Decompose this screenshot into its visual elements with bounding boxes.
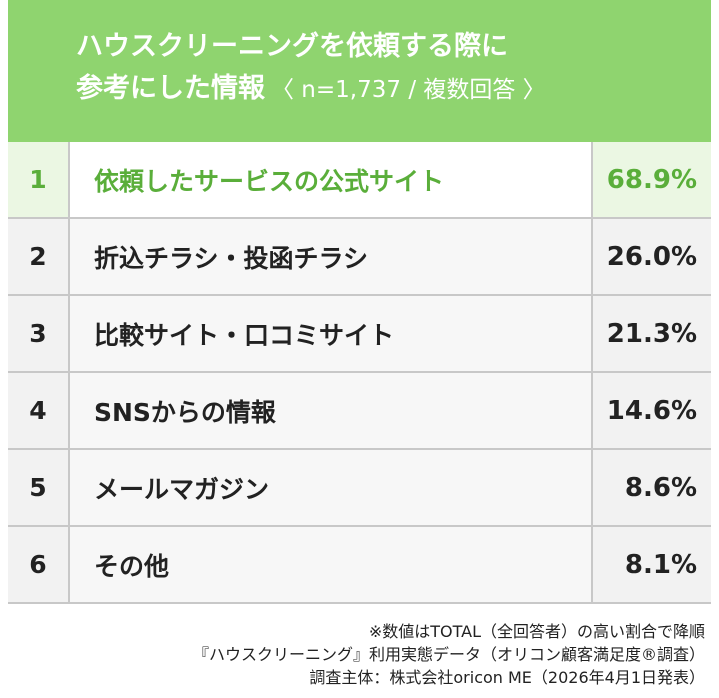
item-label-cell: SNSからの情報 [68, 373, 593, 448]
footer-note-publisher: 調査主体：株式会社oricon ME（2026年4月1日発表） [309, 668, 705, 687]
percent-value-cell: 21.3% [606, 318, 697, 349]
percent-value-cell: 26.0% [606, 241, 697, 272]
sample-size-note: 〈 n=1,737 / 複数回答 〉 [271, 77, 546, 103]
rank-cell: 3 [29, 319, 47, 348]
item-label-cell: 依頼したサービスの公式サイト [68, 142, 593, 217]
chart-header: ハウスクリーニングを依頼する際に 参考にした情報〈 n=1,737 / 複数回答… [8, 0, 711, 142]
item-label-cell: その他 [68, 527, 593, 602]
percent-value-cell: 8.6% [624, 472, 697, 503]
table-row: 1 依頼したサービスの公式サイト 68.9% [8, 142, 711, 219]
chart-title-line-1: ハウスクリーニングを依頼する際に [76, 31, 508, 62]
footer-notes: ※数値はTOTAL（全回答者）の高い割合で降順 『ハウスクリーニング』利用実態デ… [193, 620, 705, 689]
item-label-cell: 比較サイト・口コミサイト [68, 296, 593, 371]
table-row: 6 その他 8.1% [8, 527, 711, 604]
table-row: 3 比較サイト・口コミサイト 21.3% [8, 296, 711, 373]
percent-value-cell: 68.9% [606, 164, 697, 195]
chart-title-line-2: 参考にした情報〈 n=1,737 / 複数回答 〉 [76, 68, 711, 111]
footer-note-sort: ※数値はTOTAL（全回答者）の高い割合で降順 [368, 622, 705, 641]
percent-value-cell: 8.1% [624, 549, 697, 580]
footer-note-source: 『ハウスクリーニング』利用実態データ（オリコン顧客満足度®調査） [192, 645, 705, 664]
table-row: 4 SNSからの情報 14.6% [8, 373, 711, 450]
item-label-cell: 折込チラシ・投函チラシ [68, 219, 593, 294]
item-label-cell: メールマガジン [68, 450, 593, 525]
ranking-table: 1 依頼したサービスの公式サイト 68.9% 2 折込チラシ・投函チラシ 26.0% 3 比較… [8, 142, 711, 604]
rank-cell: 1 [29, 165, 47, 194]
rank-cell: 5 [29, 473, 47, 502]
table-row: 5 メールマガジン 8.6% [8, 450, 711, 527]
rank-cell: 4 [29, 396, 47, 425]
percent-value-cell: 14.6% [606, 395, 697, 426]
table-row: 2 折込チラシ・投函チラシ 26.0% [8, 219, 711, 296]
rank-cell: 6 [29, 550, 47, 579]
chart-title-text: 参考にした情報 [76, 73, 265, 104]
rank-cell: 2 [29, 242, 47, 271]
